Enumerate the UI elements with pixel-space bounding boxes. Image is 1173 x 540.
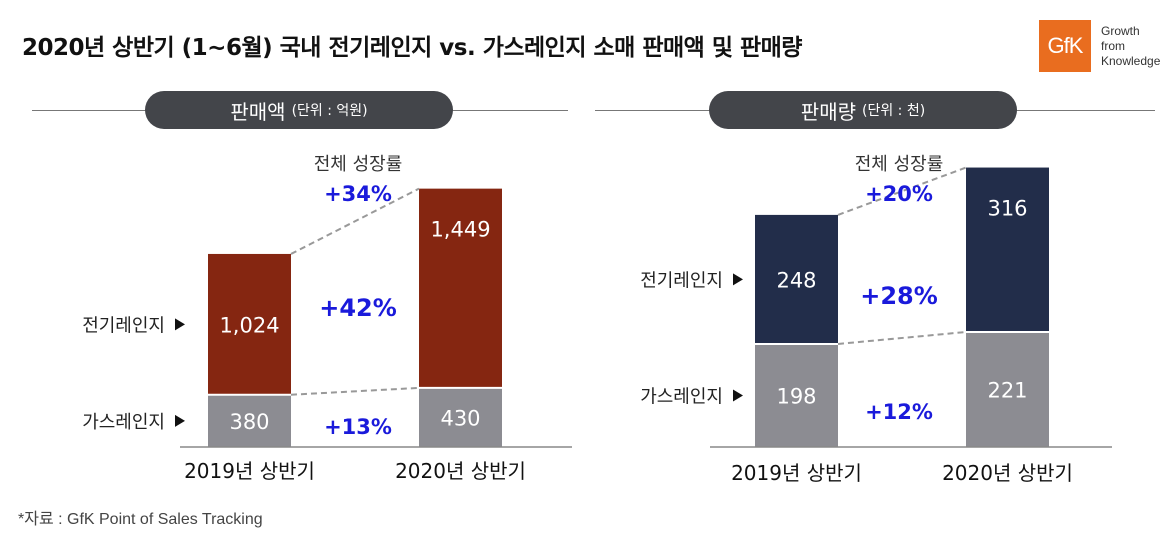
logo-tagline: Growth from Knowledge: [1101, 24, 1160, 69]
data-label-gas: 430: [440, 406, 480, 430]
panel-unit: (단위 : 억원): [291, 103, 368, 119]
panel-title: 판매량: [800, 99, 856, 124]
panel-header-volume: 판매량 (단위 : 천): [709, 91, 1017, 129]
panel-unit: (단위 : 천): [862, 103, 926, 119]
panel-title: 판매액: [230, 99, 286, 124]
gfk-logo: GfK: [1039, 20, 1091, 72]
data-label-gas: 221: [987, 378, 1027, 402]
legend-label-gas: 가스레인지: [82, 412, 165, 433]
data-label-electric: 316: [987, 197, 1027, 221]
bar-electric: [755, 214, 838, 344]
bar-electric: [966, 167, 1049, 332]
category-label: 2019년 상반기: [731, 461, 862, 485]
connector-total: [290, 187, 420, 255]
bar-gas: [419, 387, 502, 447]
play-triangle-icon: [733, 389, 743, 402]
data-label-electric: 1,449: [430, 218, 490, 242]
bar-gas: [208, 394, 291, 447]
growth-electric: +42%: [319, 294, 397, 322]
total-growth-value: +34%: [324, 182, 392, 206]
legend-label-electric: 전기레인지: [640, 270, 723, 291]
bar-electric: [419, 188, 502, 388]
growth-gas: +13%: [324, 415, 392, 439]
connector-gas: [290, 386, 420, 396]
category-label: 2020년 상반기: [395, 459, 526, 483]
growth-electric: +28%: [860, 282, 938, 310]
data-label-gas: 198: [776, 384, 816, 408]
play-triangle-icon: [175, 414, 185, 427]
legend-label-electric: 전기레인지: [82, 315, 165, 336]
total-growth-label: 전체 성장률: [855, 154, 944, 175]
play-triangle-icon: [175, 318, 185, 331]
logo-tagline-line: Knowledge: [1101, 54, 1161, 68]
total-growth-value: +20%: [865, 182, 933, 206]
logo-tagline-line: from: [1101, 39, 1125, 53]
growth-gas: +12%: [865, 400, 933, 424]
category-label: 2019년 상반기: [184, 459, 315, 483]
data-label-electric: 248: [776, 268, 816, 292]
connector-total: [837, 166, 967, 216]
bar-gas: [755, 343, 838, 447]
connector-gas: [837, 330, 967, 345]
data-label-electric: 1,024: [219, 313, 279, 337]
play-triangle-icon: [733, 273, 743, 286]
total-growth-label: 전체 성장률: [314, 154, 403, 175]
logo-tagline-line: Growth: [1101, 24, 1140, 38]
source-note: *자료 : GfK Point of Sales Tracking: [18, 511, 263, 528]
panel-header-value: 판매액 (단위 : 억원): [145, 91, 453, 129]
page-title: 2020년 상반기 (1~6월) 국내 전기레인지 vs. 가스레인지 소매 판…: [22, 35, 802, 61]
category-label: 2020년 상반기: [942, 461, 1073, 485]
legend-label-gas: 가스레인지: [640, 386, 723, 407]
bar-gas: [966, 331, 1049, 447]
data-label-gas: 380: [229, 410, 269, 434]
gfk-logo-mark: GfK: [1047, 33, 1084, 58]
bar-electric: [208, 253, 291, 395]
